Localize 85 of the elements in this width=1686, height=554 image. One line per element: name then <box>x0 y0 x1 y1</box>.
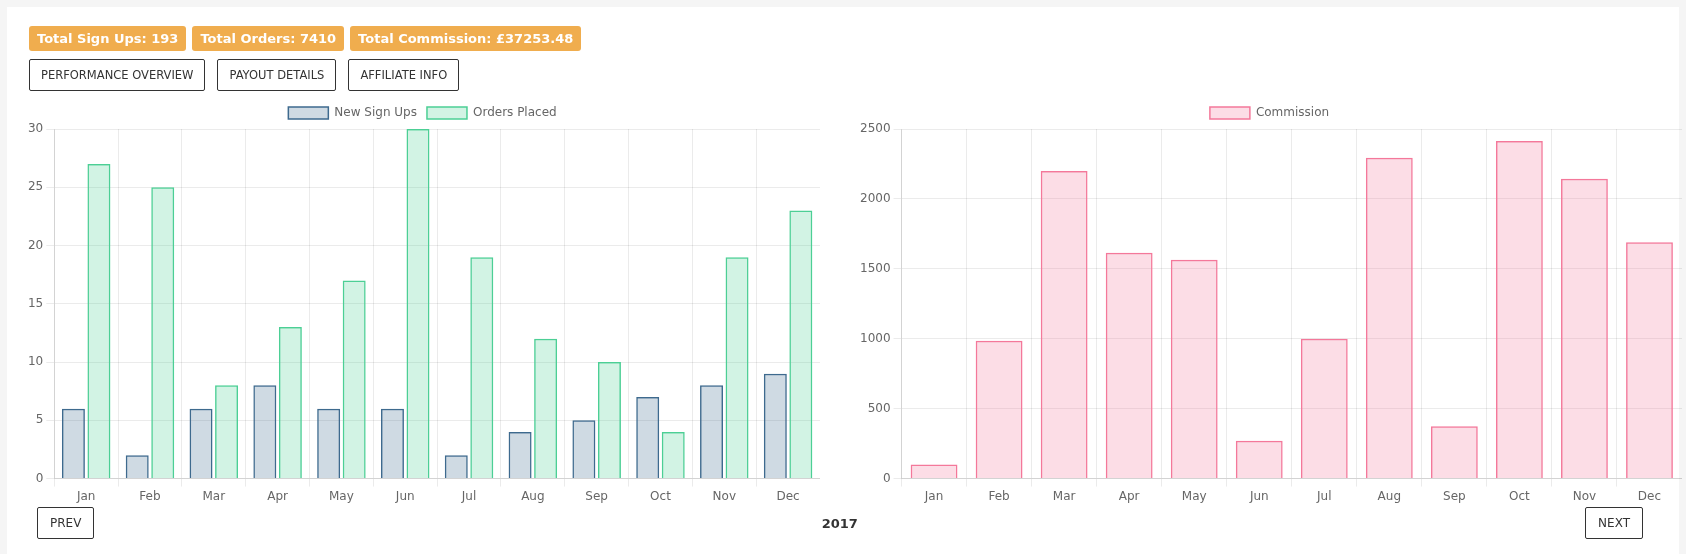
x-tick-label: Mar <box>1052 488 1076 503</box>
legend-label: New Sign Ups <box>334 105 417 120</box>
bar <box>151 187 175 479</box>
y-tick-label: 25 <box>27 179 44 194</box>
bar <box>508 431 532 479</box>
bar <box>1040 170 1088 479</box>
bar <box>534 338 558 479</box>
x-tick-label: Jul <box>1316 488 1332 503</box>
x-tick-label: Sep <box>585 488 608 503</box>
y-tick-label: 5 <box>35 412 44 427</box>
y-tick-label: 0 <box>35 470 44 485</box>
text: Total Sign Ups: 193 <box>29 26 187 51</box>
x-tick-label: Aug <box>1377 488 1402 503</box>
bar <box>763 373 787 479</box>
bar <box>189 408 213 479</box>
y-tick-label: 1500 <box>859 260 891 275</box>
bar <box>342 280 366 479</box>
x-tick-label: Jul <box>460 488 477 503</box>
text: NEXT <box>1585 507 1643 539</box>
x-tick-label: Feb <box>139 488 161 503</box>
y-tick-label: 1000 <box>859 330 891 345</box>
x-tick-label: Aug <box>521 488 545 503</box>
legend-label: Commission <box>1255 105 1330 120</box>
bar <box>61 408 85 479</box>
bar <box>910 464 958 479</box>
x-tick-label: Jan <box>75 488 96 503</box>
x-tick-label: Dec <box>1637 488 1662 503</box>
bar <box>789 210 813 479</box>
x-tick-label: Mar <box>202 488 226 503</box>
bar <box>380 408 404 479</box>
text: Total Commission: £37253.48 <box>350 26 582 51</box>
bar <box>87 163 111 479</box>
x-tick-label: Apr <box>267 488 289 503</box>
y-tick-label: 500 <box>867 400 891 415</box>
bar <box>470 257 494 479</box>
text: PERFORMANCE OVERVIEW <box>29 59 206 91</box>
bar <box>406 129 430 479</box>
bar <box>572 420 596 479</box>
bar <box>1430 426 1478 479</box>
bar <box>597 362 621 479</box>
y-tick-label: 30 <box>27 121 44 136</box>
y-tick-label: 2000 <box>859 191 891 206</box>
bar <box>661 431 685 479</box>
text: 2017 <box>820 514 859 533</box>
bar <box>317 408 341 479</box>
text: PREV <box>37 507 95 539</box>
bar <box>975 340 1023 479</box>
x-tick-label: Jun <box>394 488 415 503</box>
bar <box>636 397 660 479</box>
x-tick-label: Jun <box>1248 488 1269 503</box>
bar <box>1300 338 1348 479</box>
x-tick-label: Dec <box>776 488 800 503</box>
x-tick-label: Nov <box>1572 488 1597 503</box>
text: AFFILIATE INFO <box>348 59 460 91</box>
y-tick-label: 20 <box>27 237 44 252</box>
bar <box>725 257 749 479</box>
x-tick-label: Apr <box>1118 488 1140 503</box>
text: PAYOUT DETAILS <box>217 59 337 91</box>
bar <box>444 455 468 479</box>
x-tick-label: May <box>1181 488 1207 503</box>
bar <box>278 327 302 479</box>
bar <box>700 385 724 479</box>
bar <box>1235 440 1283 479</box>
x-tick-label: Feb <box>988 488 1010 503</box>
x-tick-label: Sep <box>1443 488 1466 503</box>
y-tick-label: 10 <box>27 354 44 369</box>
x-tick-label: Oct <box>650 488 672 503</box>
x-tick-label: Jan <box>923 488 944 503</box>
x-tick-label: Oct <box>1509 488 1531 503</box>
bar <box>125 455 149 479</box>
bar <box>1105 252 1153 479</box>
x-tick-label: May <box>329 488 354 503</box>
bar <box>253 385 277 479</box>
bar <box>1170 259 1218 479</box>
bar <box>1626 242 1673 479</box>
y-tick-label: 0 <box>882 470 891 485</box>
bar <box>1495 140 1543 479</box>
bar <box>215 385 239 479</box>
y-tick-label: 2500 <box>859 121 891 136</box>
y-tick-label: 15 <box>27 295 44 310</box>
bar <box>1365 157 1413 479</box>
text: Total Orders: 7410 <box>192 26 345 51</box>
legend-label: Orders Placed <box>472 105 557 120</box>
bar <box>1561 178 1608 479</box>
x-tick-label: Nov <box>712 488 736 503</box>
